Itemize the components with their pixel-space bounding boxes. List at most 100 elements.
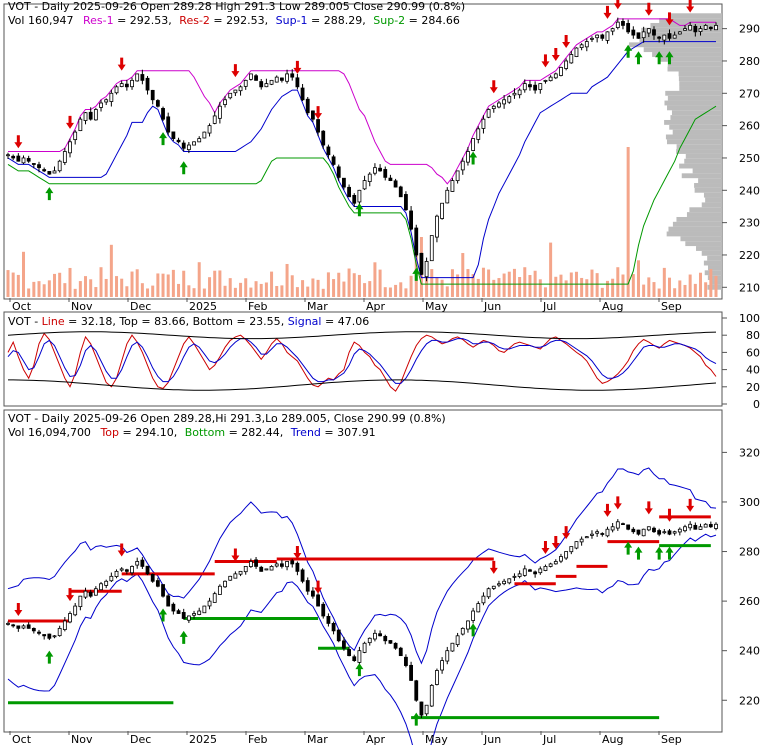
volume-bar (430, 269, 434, 297)
trend-candle-body (290, 560, 295, 565)
price-candle-body (119, 83, 124, 87)
price-candle-body (295, 77, 300, 88)
trend-candle-body (274, 563, 279, 567)
trend-candle-body (202, 605, 207, 614)
volume-bar (662, 267, 666, 297)
price-candle-body (83, 112, 88, 121)
price-candle-body (243, 79, 248, 87)
price-candle-body (166, 116, 171, 133)
price-candle-body (657, 36, 662, 39)
volume-bar (543, 287, 547, 297)
trend-top-label: Top (99, 426, 119, 439)
volume-bar (22, 251, 26, 297)
volume-bar (130, 271, 134, 297)
volume-profile-bar (685, 153, 722, 159)
volume-bar (709, 269, 713, 297)
trend-candle-body (683, 526, 687, 532)
volume-bar (58, 272, 62, 297)
trend-candle-body (130, 566, 134, 574)
price-candle-body (662, 34, 667, 41)
trend-candle-body (590, 533, 594, 536)
volume-bar (409, 275, 413, 297)
trend-candle-body (579, 538, 584, 543)
price-candle-body (73, 131, 78, 141)
price-candle-body (259, 81, 264, 88)
price-candle-body (683, 28, 687, 31)
price-candle-body (698, 28, 703, 33)
buy-arrow (634, 546, 643, 560)
price-candle-body (135, 73, 140, 82)
volume-bar (425, 277, 429, 297)
volume-bar (383, 287, 387, 297)
price-candle-body (435, 215, 439, 238)
volume-bar (414, 237, 418, 297)
price-candle-body (331, 156, 336, 165)
volume-profile-bar (694, 183, 722, 188)
price-candle-body (548, 76, 553, 82)
trend-candle-body (109, 575, 114, 582)
buy-arrow (634, 51, 643, 65)
sell-arrow (665, 508, 674, 522)
trend-candle-body (507, 578, 512, 584)
volume-bar (73, 288, 77, 297)
volume-bar (373, 262, 377, 297)
volume-bar (311, 278, 315, 297)
trend-xaxis-label: Apr (366, 733, 386, 745)
sell-arrow (613, 0, 622, 10)
trend-trend-label: Trend (290, 426, 321, 439)
trend-candle-body (522, 568, 527, 576)
price-candle-body (404, 194, 408, 211)
volume-bar (559, 274, 563, 297)
price-candle-body (579, 44, 584, 48)
price-signal-arrows (14, 0, 695, 281)
trend-candle-body (186, 615, 191, 621)
price-candle-body (150, 89, 155, 101)
trend-xaxis-label: Oct (12, 733, 32, 745)
trend-candle-body (21, 625, 26, 629)
trend-bottom-label: Bottom (185, 426, 225, 439)
trend-xaxis-label: Nov (71, 733, 93, 745)
volume-bar (202, 288, 206, 297)
volume-bar (714, 275, 718, 297)
trend-candle-body (6, 623, 10, 625)
price-candle-body (31, 163, 36, 165)
trend-candle-body (424, 704, 429, 715)
trend-axis-label: 280 (739, 546, 760, 559)
sell-arrow (686, 498, 695, 512)
price-candle-body (533, 84, 538, 91)
buy-arrow (159, 132, 168, 146)
trend-lower-band (7, 533, 717, 745)
volume-bar (466, 269, 470, 297)
volume-bar (42, 284, 46, 297)
sell-arrow (14, 602, 23, 616)
price-candle-body (631, 29, 636, 36)
volume-profile-bar (639, 37, 722, 43)
volume-profile-bar (692, 168, 722, 174)
volume-bar (461, 253, 465, 297)
volume-bar (347, 268, 351, 297)
price-candle-body (248, 73, 253, 80)
volume-bar (233, 287, 237, 297)
trend-candle-body (404, 656, 408, 666)
trend-candle-body (476, 603, 481, 613)
trend-candle-body (548, 563, 553, 567)
volume-bar (693, 283, 697, 297)
volume-profile-bar (703, 260, 722, 266)
price-candle-body (279, 77, 284, 81)
volume-bar (16, 274, 20, 297)
volume-profile-bar (679, 86, 722, 91)
volume-profile-bar (676, 149, 722, 154)
trend-candle-body (662, 531, 667, 534)
volume-bar (316, 279, 320, 297)
price-candle-body (161, 108, 165, 120)
price-candle-body (621, 20, 625, 26)
price-candle-body (703, 24, 708, 30)
price-candle-body (186, 144, 191, 151)
price-candle-body (212, 115, 217, 124)
volume-bar (68, 267, 72, 297)
volume-bar (642, 284, 646, 297)
price-candle-body (336, 166, 341, 178)
volume-bar (32, 281, 36, 297)
volume-bar (388, 287, 392, 297)
volume-bar (223, 285, 227, 297)
